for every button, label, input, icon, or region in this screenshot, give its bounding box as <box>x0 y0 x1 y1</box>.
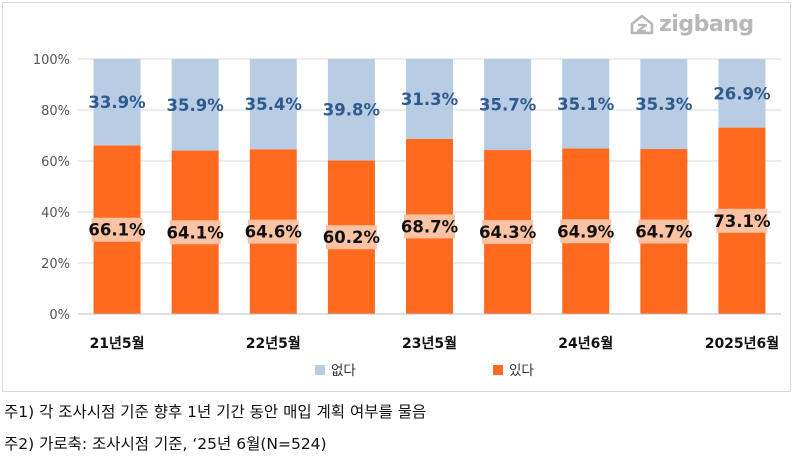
logo-text: zigbang <box>659 11 754 37</box>
y-tick-label: 80% <box>41 104 70 119</box>
data-label-bg <box>560 219 612 244</box>
legend-swatch <box>493 365 503 375</box>
data-label-no: 31.3% <box>401 90 459 109</box>
y-tick-label: 40% <box>41 206 70 221</box>
y-tick-label: 60% <box>41 155 70 170</box>
data-label-no: 35.9% <box>167 96 225 115</box>
data-label-no: 35.4% <box>245 95 303 114</box>
bar-segment-no <box>562 59 610 149</box>
bar-segment-no <box>406 59 453 139</box>
data-label-no: 33.9% <box>88 93 146 112</box>
data-label-yes: 64.6% <box>245 223 303 242</box>
chart-frame: 0% 20% 40% 60% 80% 100% 66.1% 33.9% 21년5월 64.1% 35… <box>2 2 791 392</box>
y-tick-label: 20% <box>41 257 70 272</box>
bar-segment-no <box>171 59 219 151</box>
zigbang-logo: zigbang <box>629 11 754 37</box>
data-label-bg <box>638 219 690 244</box>
footnote-2: 주2) 가로축: 조사시점 기준, ‘25년 6월(N=524) <box>4 435 327 453</box>
data-label-bg <box>325 225 377 250</box>
zigbang-logo-icon <box>630 14 654 35</box>
bar-segment-no <box>327 59 375 161</box>
data-label-no: 35.7% <box>479 96 537 115</box>
legend-label: 있다 <box>509 363 534 379</box>
stacked-bar-chart: 0% 20% 40% 60% 80% 100% 66.1% 33.9% 21년5월 64.1% 35… <box>33 53 781 379</box>
footnote-1: 주1) 각 조사시점 기준 향후 1년 기간 동안 매입 계획 여부를 물음 <box>4 403 427 421</box>
data-label-yes: 64.9% <box>557 222 615 241</box>
data-label-yes: 64.3% <box>479 223 537 242</box>
x-tick-label: 2025년6월 <box>705 335 779 352</box>
x-tick-label: 24년6월 <box>558 335 613 352</box>
data-label-yes: 68.7% <box>401 217 459 236</box>
data-label-no: 35.3% <box>635 95 693 114</box>
data-label-bg <box>247 219 299 244</box>
data-label-bg <box>91 217 143 242</box>
data-label-bg <box>716 208 768 233</box>
data-label-no: 39.8% <box>323 101 381 120</box>
bar-segment-no <box>718 59 766 128</box>
x-tick-label: 22년5월 <box>246 335 301 352</box>
data-label-bg <box>482 220 534 245</box>
data-label-bg <box>404 214 455 239</box>
bar-segment-no <box>93 59 141 146</box>
data-label-yes: 64.1% <box>167 223 225 242</box>
data-label-yes: 60.2% <box>323 228 381 247</box>
data-label-bg <box>169 220 221 245</box>
data-label-no: 26.9% <box>713 84 771 103</box>
y-tick-label: 100% <box>33 53 70 68</box>
legend-label: 없다 <box>331 363 356 379</box>
bar-segment-no <box>249 59 297 150</box>
legend-swatch <box>315 365 325 375</box>
data-label-no: 35.1% <box>557 95 615 114</box>
data-label-yes: 66.1% <box>88 221 146 240</box>
bar-segment-no <box>484 59 532 151</box>
x-tick-label: 21년5월 <box>90 335 145 352</box>
bar-segment-no <box>640 59 688 150</box>
y-tick-label: 0% <box>49 308 70 323</box>
x-tick-label: 23년5월 <box>402 335 457 352</box>
data-label-yes: 64.7% <box>635 223 693 242</box>
data-label-yes: 73.1% <box>713 212 771 231</box>
